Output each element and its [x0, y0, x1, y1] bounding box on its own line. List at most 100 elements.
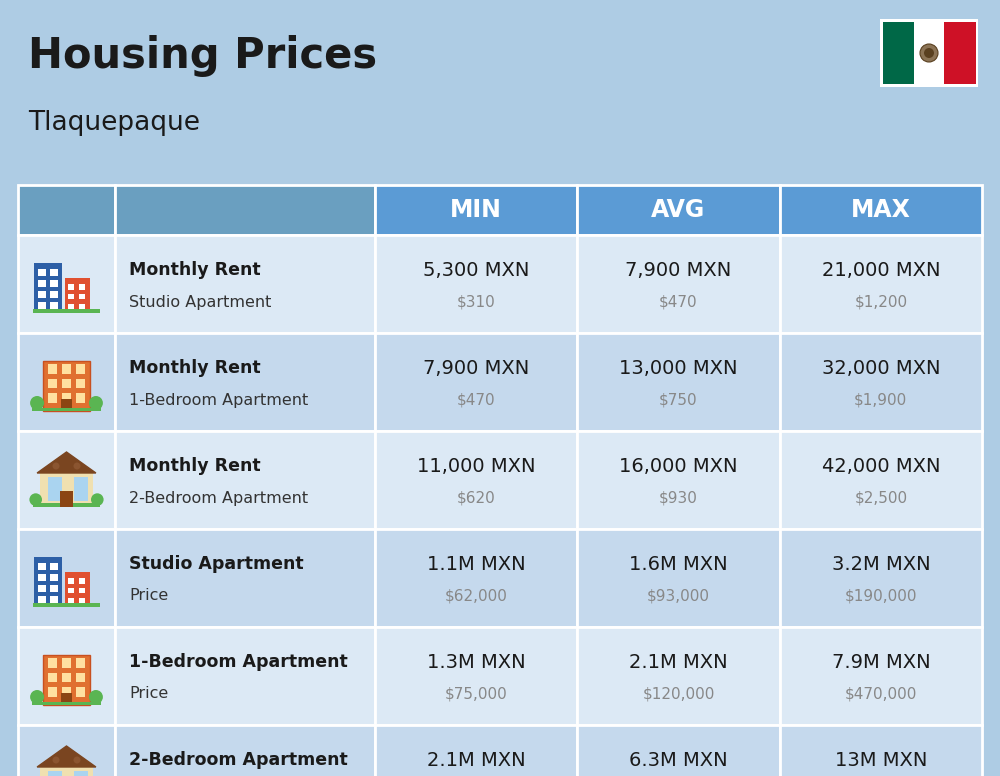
Bar: [79, 598, 85, 603]
Bar: [34, 263, 62, 314]
Bar: [577, 627, 780, 725]
Bar: [375, 235, 577, 333]
Circle shape: [91, 494, 104, 506]
Text: Monthly Rent: Monthly Rent: [129, 359, 261, 377]
Polygon shape: [37, 746, 96, 767]
Text: 7,900 MXN: 7,900 MXN: [423, 359, 529, 377]
Bar: [914, 22, 944, 84]
Bar: [48, 771, 62, 776]
Bar: [79, 294, 85, 300]
Text: 6.3M MXN: 6.3M MXN: [629, 750, 728, 770]
Bar: [780, 725, 982, 776]
Bar: [38, 585, 46, 592]
Bar: [74, 476, 88, 489]
Bar: [65, 573, 90, 608]
Bar: [50, 596, 58, 603]
Text: 7,900 MXN: 7,900 MXN: [625, 261, 732, 279]
Bar: [115, 725, 375, 776]
Bar: [38, 268, 46, 275]
Bar: [43, 655, 90, 705]
Text: $930: $930: [659, 490, 698, 505]
Bar: [38, 563, 46, 570]
Text: Tlaquepaque: Tlaquepaque: [28, 110, 200, 136]
Text: 32,000 MXN: 32,000 MXN: [822, 359, 940, 377]
Bar: [76, 673, 85, 682]
Bar: [115, 431, 375, 529]
Bar: [33, 503, 100, 507]
Bar: [18, 725, 115, 776]
Bar: [62, 393, 71, 403]
Text: 1-Bedroom Apartment: 1-Bedroom Apartment: [129, 393, 308, 407]
Text: 5,300 MXN: 5,300 MXN: [423, 261, 529, 279]
Circle shape: [74, 462, 80, 469]
Bar: [68, 303, 74, 309]
Polygon shape: [37, 452, 96, 473]
Bar: [18, 627, 115, 725]
Text: MIN: MIN: [450, 198, 502, 222]
Text: 13,000 MXN: 13,000 MXN: [619, 359, 738, 377]
Bar: [577, 235, 780, 333]
Bar: [577, 333, 780, 431]
Text: 1.1M MXN: 1.1M MXN: [427, 555, 525, 573]
Bar: [50, 268, 58, 275]
Text: AVG: AVG: [651, 198, 706, 222]
Circle shape: [89, 690, 103, 704]
Bar: [61, 693, 72, 705]
Text: $62,000: $62,000: [445, 588, 508, 604]
Bar: [50, 585, 58, 592]
Text: 2.1M MXN: 2.1M MXN: [629, 653, 728, 671]
Bar: [780, 185, 982, 235]
Bar: [68, 598, 74, 603]
Bar: [33, 603, 100, 608]
Bar: [76, 379, 85, 388]
Bar: [74, 488, 88, 501]
Text: 2-Bedroom Apartment: 2-Bedroom Apartment: [129, 490, 308, 505]
Bar: [62, 688, 71, 697]
Bar: [38, 302, 46, 309]
Circle shape: [30, 396, 44, 410]
Text: 2-Bedroom Apartment: 2-Bedroom Apartment: [129, 751, 348, 769]
Bar: [79, 303, 85, 309]
Text: Studio Apartment: Studio Apartment: [129, 295, 271, 310]
Text: Monthly Rent: Monthly Rent: [129, 261, 261, 279]
Text: $310: $310: [457, 295, 496, 310]
Bar: [48, 658, 57, 667]
Bar: [68, 578, 74, 584]
Bar: [115, 333, 375, 431]
Text: Studio Apartment: Studio Apartment: [129, 555, 304, 573]
Bar: [62, 658, 71, 667]
Text: 16,000 MXN: 16,000 MXN: [619, 456, 738, 476]
Bar: [40, 767, 93, 776]
Bar: [375, 431, 577, 529]
Bar: [780, 235, 982, 333]
Bar: [62, 379, 71, 388]
Bar: [40, 473, 93, 507]
Bar: [18, 431, 115, 529]
Text: $190,000: $190,000: [845, 588, 917, 604]
Bar: [50, 563, 58, 570]
Bar: [48, 393, 57, 403]
Bar: [48, 476, 62, 489]
Bar: [48, 379, 57, 388]
Bar: [577, 185, 780, 235]
Bar: [48, 488, 62, 501]
Bar: [780, 431, 982, 529]
Text: $750: $750: [659, 393, 698, 407]
Bar: [115, 627, 375, 725]
Bar: [375, 627, 577, 725]
Bar: [48, 673, 57, 682]
Bar: [68, 294, 74, 300]
Bar: [76, 364, 85, 373]
Bar: [33, 309, 100, 314]
Text: 1-Bedroom Apartment: 1-Bedroom Apartment: [129, 653, 348, 671]
Circle shape: [30, 690, 44, 704]
Text: $2,500: $2,500: [854, 490, 907, 505]
Bar: [38, 573, 46, 580]
Bar: [65, 279, 90, 314]
Bar: [38, 291, 46, 298]
Bar: [375, 725, 577, 776]
Circle shape: [920, 44, 938, 62]
Text: 13M MXN: 13M MXN: [835, 750, 927, 770]
Bar: [43, 361, 90, 411]
Text: $93,000: $93,000: [647, 588, 710, 604]
